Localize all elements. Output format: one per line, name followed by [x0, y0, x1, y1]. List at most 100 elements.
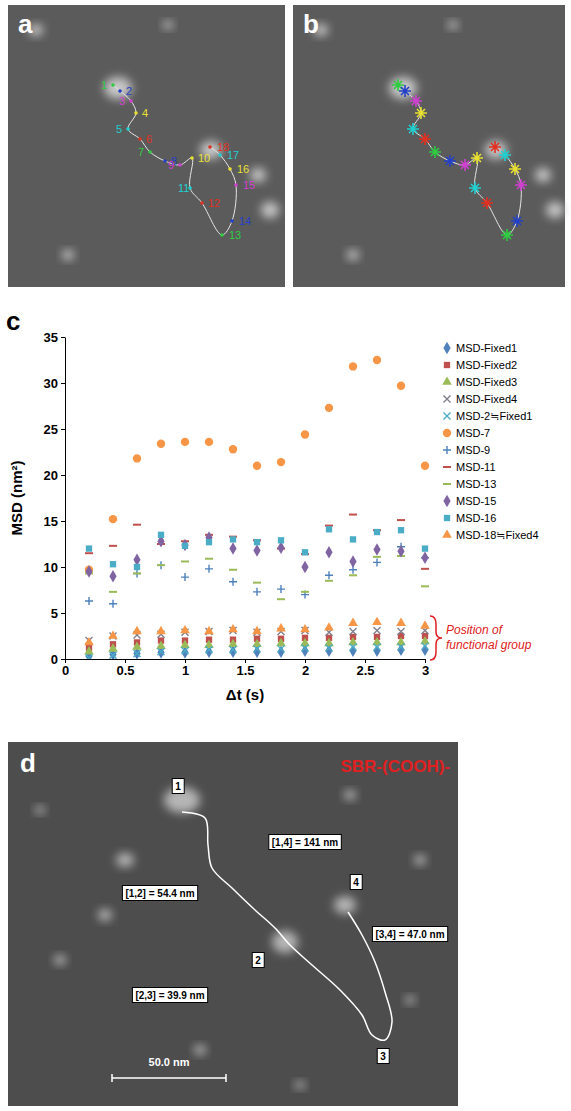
- data-point: [108, 630, 118, 638]
- data-point: [110, 561, 116, 567]
- particle: [405, 996, 415, 1004]
- data-point: [182, 647, 189, 654]
- data-point: [205, 565, 213, 573]
- data-point: [302, 549, 308, 555]
- data-point: [156, 626, 166, 634]
- data-point: [181, 573, 189, 581]
- tick-mark: [61, 613, 65, 614]
- data-point: [373, 644, 380, 656]
- scale-bar: [112, 1074, 226, 1082]
- data-point: [373, 543, 380, 555]
- track-label: 10: [198, 152, 210, 164]
- track-point: [163, 159, 167, 163]
- legend-label: MSD-2≒Fixed1: [456, 410, 532, 422]
- particle: [35, 806, 45, 814]
- data-point: [398, 644, 405, 651]
- particle: [163, 21, 173, 29]
- legend-marker: [444, 515, 450, 521]
- data-point: [421, 644, 428, 656]
- series: [85, 515, 429, 569]
- label-box: [2,3] = 39.9 nm: [132, 988, 207, 1003]
- data-point: [349, 514, 357, 516]
- data-point: [157, 564, 165, 566]
- track-line: [113, 85, 236, 235]
- plot-area: [84, 356, 430, 659]
- data-point: [109, 591, 117, 593]
- legend-marker: [443, 429, 451, 437]
- data-point: [84, 646, 94, 654]
- particle: [261, 202, 279, 218]
- legend-label: MSD-Fixed1: [456, 342, 517, 354]
- data-point: [420, 620, 430, 628]
- legend-label: MSD-13: [456, 478, 496, 490]
- tick: 0: [62, 659, 69, 678]
- data-point: [85, 565, 92, 577]
- legend-marker: [443, 495, 450, 507]
- tick-label: 10: [44, 560, 58, 575]
- x-axis: 00.511.522.53: [62, 659, 429, 678]
- data-point: [133, 524, 141, 526]
- track-point: [178, 163, 182, 167]
- tick-label: 0: [51, 652, 58, 667]
- data-point: [372, 617, 382, 625]
- label-box: 1: [172, 779, 184, 794]
- data-point: [397, 545, 404, 557]
- panel-label: c: [6, 306, 20, 336]
- legend-marker: [443, 446, 451, 454]
- image-title: SBR-(COOH)-: [340, 757, 450, 776]
- image-panel: 1234[1,4] = 141 nm[1,2] = 54.4 nm[2,3] =…: [8, 742, 458, 1106]
- track-marker: [489, 141, 501, 153]
- legend-label: MSD-9: [456, 444, 490, 456]
- label-background: [377, 1049, 389, 1064]
- track-point: [234, 183, 238, 187]
- track-marker: [471, 152, 483, 164]
- data-point: [374, 644, 381, 651]
- data-point: [158, 648, 165, 655]
- track-point: [220, 233, 224, 237]
- data-point: [109, 515, 117, 523]
- data-point: [326, 644, 333, 651]
- track-point: [111, 83, 115, 87]
- data-point: [182, 543, 188, 549]
- data-point: [254, 645, 261, 652]
- data-point: [301, 430, 309, 438]
- data-point: [374, 627, 381, 634]
- data-point: [301, 591, 309, 599]
- tick-label: 20: [44, 468, 58, 483]
- track-label: 18: [217, 141, 229, 153]
- data-point: [422, 545, 428, 551]
- data-point: [278, 537, 284, 543]
- data-point: [421, 568, 429, 570]
- annotation-bracket: [430, 616, 442, 660]
- tick-mark: [61, 475, 65, 476]
- track-point: [118, 89, 122, 93]
- data-point: [349, 555, 356, 567]
- track-label: 13: [229, 229, 241, 241]
- tick-mark: [61, 659, 65, 660]
- label: [1,2] = 54.4 nm: [125, 888, 194, 899]
- particle: [344, 790, 356, 800]
- legend-label: MSD-16: [456, 512, 496, 524]
- track-point: [208, 145, 212, 149]
- data-point: [134, 564, 140, 570]
- data-point: [373, 356, 381, 364]
- data-point: [253, 462, 261, 470]
- track-point: [230, 219, 234, 223]
- track-marker: [509, 163, 521, 175]
- data-point: [229, 645, 236, 657]
- data-point: [86, 655, 93, 659]
- data-point: [181, 539, 188, 551]
- track-marker: [399, 85, 411, 97]
- label-box: [3,4] = 47.0 nm: [372, 927, 447, 942]
- label-box: 4: [350, 875, 362, 890]
- data-point: [397, 382, 405, 390]
- label: 1: [175, 781, 181, 792]
- track-label: 5: [116, 123, 122, 135]
- track-point: [129, 99, 133, 103]
- data-point: [349, 574, 357, 576]
- label-box: [1,2] = 54.4 nm: [122, 886, 197, 901]
- data-point: [228, 624, 238, 632]
- data-point: [421, 552, 428, 564]
- track-label: 4: [142, 107, 148, 119]
- data-point: [325, 546, 332, 558]
